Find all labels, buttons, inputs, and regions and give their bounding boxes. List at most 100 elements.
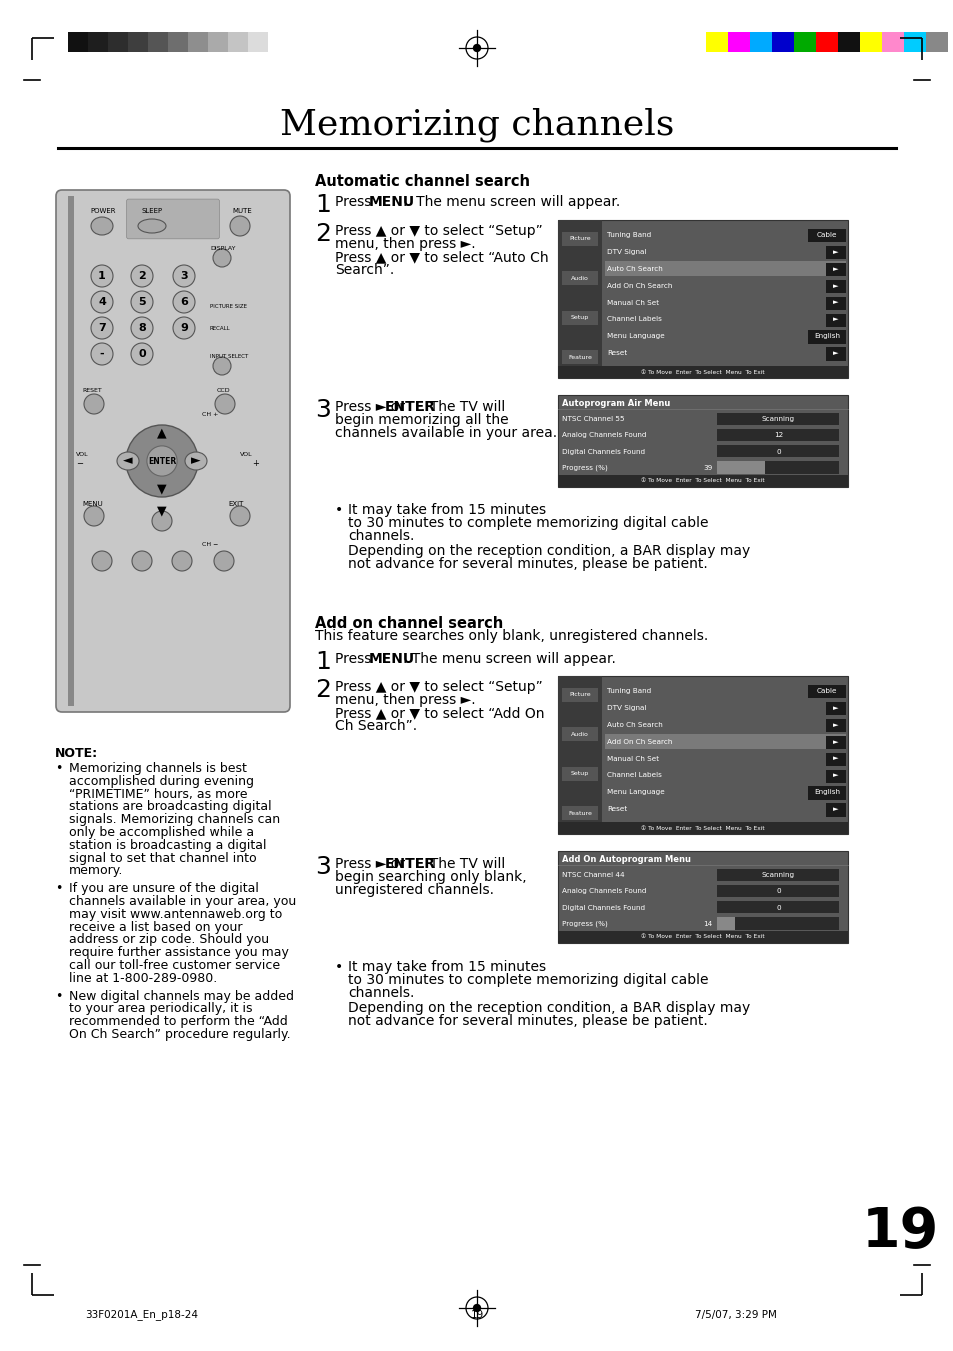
Bar bbox=[561, 688, 598, 703]
Text: VOL: VOL bbox=[240, 451, 253, 457]
Text: SLEEP: SLEEP bbox=[142, 208, 163, 213]
Bar bbox=[771, 32, 793, 51]
Text: DISPLAY: DISPLAY bbox=[210, 246, 235, 250]
Bar bbox=[108, 32, 128, 51]
Bar bbox=[268, 32, 288, 51]
Bar bbox=[882, 32, 903, 51]
Bar bbox=[807, 685, 845, 698]
Bar bbox=[717, 412, 839, 424]
Text: address or zip code. Should you: address or zip code. Should you bbox=[69, 934, 269, 947]
Circle shape bbox=[172, 551, 192, 571]
Text: ① To Move  Enter  To Select  Menu  To Exit: ① To Move Enter To Select Menu To Exit bbox=[640, 825, 764, 831]
Bar bbox=[807, 786, 845, 800]
Bar bbox=[248, 32, 268, 51]
Text: menu, then press ►.: menu, then press ►. bbox=[335, 693, 476, 707]
Text: Press ▲ or ▼ to select “Setup”: Press ▲ or ▼ to select “Setup” bbox=[335, 680, 542, 694]
Bar bbox=[88, 32, 108, 51]
Text: Memorizing channels is best: Memorizing channels is best bbox=[69, 762, 247, 775]
Text: It may take from 15 minutes: It may take from 15 minutes bbox=[348, 503, 545, 517]
Text: Menu Language: Menu Language bbox=[606, 789, 664, 796]
Text: Automatic channel search: Automatic channel search bbox=[314, 173, 530, 189]
Bar bbox=[168, 32, 188, 51]
Text: 5: 5 bbox=[138, 297, 146, 307]
Text: RECALL: RECALL bbox=[210, 327, 231, 331]
Bar bbox=[717, 462, 839, 474]
Text: 19: 19 bbox=[470, 1310, 483, 1320]
Text: Cable: Cable bbox=[816, 688, 837, 694]
Text: ►: ► bbox=[832, 282, 838, 289]
Bar bbox=[825, 297, 845, 311]
Bar bbox=[561, 232, 598, 246]
Circle shape bbox=[214, 394, 234, 413]
Text: DTV Signal: DTV Signal bbox=[606, 705, 646, 711]
Text: Picture: Picture bbox=[569, 236, 590, 242]
Bar bbox=[561, 767, 598, 781]
Circle shape bbox=[213, 249, 231, 267]
Text: Tuning Band: Tuning Band bbox=[606, 232, 651, 238]
Bar bbox=[825, 770, 845, 784]
Text: 1: 1 bbox=[98, 272, 106, 281]
Text: ►: ► bbox=[832, 755, 838, 762]
Bar bbox=[558, 821, 847, 834]
Text: Press: Press bbox=[335, 195, 375, 209]
Text: 3: 3 bbox=[314, 855, 331, 880]
Circle shape bbox=[473, 43, 480, 53]
Text: Search”.: Search”. bbox=[335, 263, 394, 277]
Bar bbox=[717, 869, 839, 881]
Bar bbox=[825, 753, 845, 766]
Bar bbox=[717, 462, 764, 474]
Circle shape bbox=[230, 507, 250, 526]
Text: channels available in your area, you: channels available in your area, you bbox=[69, 894, 296, 908]
Circle shape bbox=[131, 317, 152, 339]
Text: ►: ► bbox=[832, 350, 838, 357]
Circle shape bbox=[91, 551, 112, 571]
Text: Scanning: Scanning bbox=[761, 873, 794, 878]
Text: Press ▲ or ▼ to select “Auto Ch: Press ▲ or ▼ to select “Auto Ch bbox=[335, 250, 548, 263]
Text: Scanning: Scanning bbox=[761, 416, 794, 422]
Circle shape bbox=[473, 1304, 480, 1312]
Circle shape bbox=[172, 290, 194, 313]
Circle shape bbox=[132, 551, 152, 571]
Text: line at 1-800-289-0980.: line at 1-800-289-0980. bbox=[69, 971, 217, 985]
Text: NOTE:: NOTE: bbox=[55, 747, 98, 761]
Text: English: English bbox=[813, 334, 840, 339]
Bar bbox=[717, 917, 839, 929]
Text: 1: 1 bbox=[314, 193, 331, 218]
FancyBboxPatch shape bbox=[127, 199, 219, 239]
Text: 14: 14 bbox=[702, 921, 712, 927]
Text: ►: ► bbox=[191, 454, 200, 467]
Bar bbox=[558, 366, 847, 378]
Text: recommended to perform the “Add: recommended to perform the “Add bbox=[69, 1015, 288, 1028]
Bar bbox=[925, 32, 947, 51]
Bar bbox=[825, 246, 845, 259]
Text: •: • bbox=[55, 762, 62, 775]
Text: Add On Ch Search: Add On Ch Search bbox=[606, 282, 672, 289]
Ellipse shape bbox=[91, 218, 112, 235]
Ellipse shape bbox=[138, 219, 166, 232]
Text: stations are broadcasting digital: stations are broadcasting digital bbox=[69, 800, 272, 813]
Text: unregistered channels.: unregistered channels. bbox=[335, 884, 494, 897]
Bar bbox=[717, 428, 839, 440]
Text: Setup: Setup bbox=[570, 771, 589, 777]
Text: 9: 9 bbox=[180, 323, 188, 332]
Text: Add On Ch Search: Add On Ch Search bbox=[606, 739, 672, 744]
Text: 3: 3 bbox=[314, 399, 331, 422]
Circle shape bbox=[230, 216, 250, 236]
Text: Press: Press bbox=[335, 653, 375, 666]
Text: signals. Memorizing channels can: signals. Memorizing channels can bbox=[69, 813, 280, 827]
Text: CCD: CCD bbox=[216, 389, 231, 393]
Circle shape bbox=[172, 317, 194, 339]
Text: 0: 0 bbox=[776, 889, 780, 894]
Text: station is broadcasting a digital: station is broadcasting a digital bbox=[69, 839, 266, 851]
Circle shape bbox=[126, 426, 198, 497]
Circle shape bbox=[131, 265, 152, 286]
Ellipse shape bbox=[117, 453, 139, 470]
Text: •: • bbox=[335, 961, 343, 974]
Text: This feature searches only blank, unregistered channels.: This feature searches only blank, unregi… bbox=[314, 630, 707, 643]
Bar bbox=[825, 736, 845, 750]
Text: ◄: ◄ bbox=[123, 454, 132, 467]
Text: 0: 0 bbox=[776, 905, 780, 911]
Text: to 30 minutes to complete memorizing digital cable: to 30 minutes to complete memorizing dig… bbox=[348, 516, 708, 530]
Bar bbox=[188, 32, 208, 51]
Text: accomplished during evening: accomplished during evening bbox=[69, 775, 253, 788]
